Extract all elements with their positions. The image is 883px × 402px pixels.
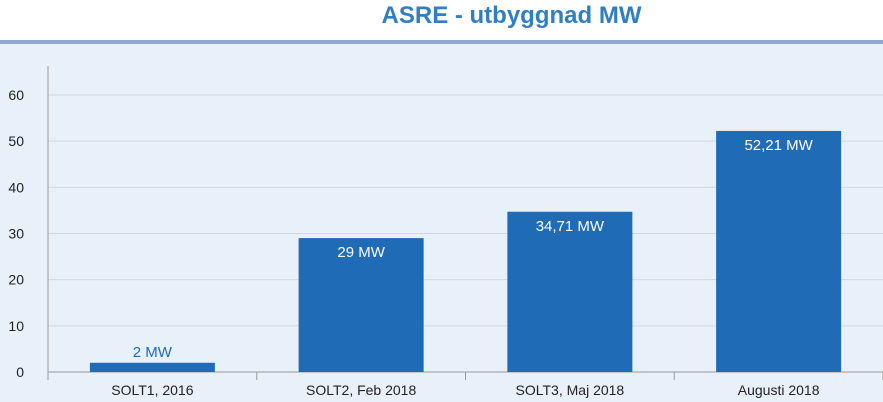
data-label-3: 34,71 MW (536, 218, 605, 235)
x-tick-label-1: SOLT1, 2016 (111, 382, 193, 398)
y-tick-label-0: 0 (16, 364, 24, 380)
data-label-2: 29 MW (337, 244, 385, 261)
title-bar: ASRE - utbyggnad MW (0, 0, 883, 40)
x-tick-label-3: SOLT3, Maj 2018 (516, 382, 625, 398)
x-tick-label-4: Augusti 2018 (738, 382, 820, 398)
y-tick-label-30: 30 (8, 226, 24, 242)
bar-3 (507, 211, 633, 372)
y-tick-label-20: 20 (8, 272, 24, 288)
bar-4 (716, 130, 842, 372)
data-label-1: 2 MW (133, 344, 173, 361)
y-tick-label-40: 40 (8, 179, 24, 195)
data-label-4: 52,21 MW (744, 137, 813, 154)
title-divider (0, 40, 883, 44)
bar-2 (298, 238, 424, 372)
y-tick-label-60: 60 (8, 87, 24, 103)
x-tick-label-2: SOLT2, Feb 2018 (306, 382, 416, 398)
chart-title: ASRE - utbyggnad MW (381, 2, 642, 29)
y-tick-label-50: 50 (8, 133, 24, 149)
y-tick-label-10: 10 (8, 318, 24, 334)
bar-1 (89, 362, 215, 372)
